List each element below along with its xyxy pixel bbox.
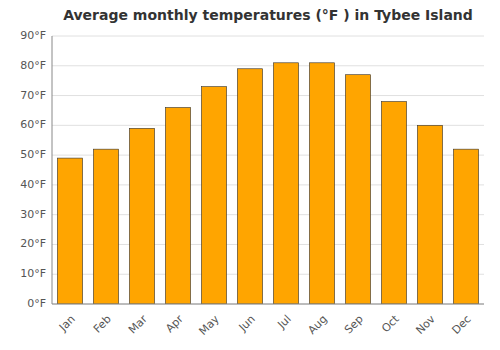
bar <box>129 128 154 304</box>
x-tick-label: Apr <box>163 312 186 335</box>
bar <box>237 69 262 304</box>
grid-line <box>52 304 484 305</box>
x-tick-label: Jul <box>274 313 293 332</box>
x-axis: Jan Feb Mar Apr May Jun Jul Aug Sep Oct Nov Dec <box>56 312 474 338</box>
grid-line <box>52 36 484 37</box>
x-tick-label: Jan <box>56 313 78 335</box>
x-tick-label: Oct <box>379 312 402 335</box>
y-tick-label: 10°F <box>20 267 46 280</box>
y-tick-label: 40°F <box>20 178 46 191</box>
x-tick-label: Mar <box>126 312 150 336</box>
y-tick-label: 90°F <box>20 29 46 42</box>
y-tick-label: 60°F <box>20 118 46 131</box>
y-tick-label: 50°F <box>20 148 46 161</box>
grid-line <box>52 65 484 66</box>
bar <box>165 107 190 304</box>
bar <box>453 149 478 304</box>
bar <box>57 158 82 304</box>
y-axis-line <box>52 36 53 304</box>
y-tick-label: 30°F <box>20 208 46 221</box>
bar <box>273 63 298 304</box>
x-tick-label: Aug <box>305 313 329 337</box>
bar <box>309 63 334 304</box>
x-tick-label: Dec <box>450 313 474 337</box>
y-tick-label: 20°F <box>20 237 46 250</box>
title: Average monthly temperatures (°F ) in Ty… <box>63 7 473 23</box>
bar <box>345 75 370 304</box>
x-tick-label: Nov <box>413 312 438 337</box>
bars <box>57 63 478 304</box>
bar <box>93 149 118 304</box>
y-tick-label: 0°F <box>27 297 46 310</box>
grid <box>52 36 484 304</box>
x-tick-label: Feb <box>91 313 114 336</box>
x-axis-line <box>52 304 484 305</box>
grid-line <box>52 95 484 96</box>
x-tick-label: Sep <box>342 313 366 337</box>
chart: Average monthly temperatures (°F ) in Ty… <box>0 0 500 350</box>
x-tick-label: May <box>196 312 222 338</box>
x-tick-label: Jun <box>236 313 258 335</box>
y-tick-label: 70°F <box>20 89 46 102</box>
bar <box>381 102 406 304</box>
y-axis: 0°F 10°F 20°F 30°F 40°F 50°F 60°F 70°F 80°F 90°F <box>20 29 46 310</box>
bar <box>201 87 226 304</box>
bar <box>417 125 442 304</box>
y-tick-label: 80°F <box>20 59 46 72</box>
